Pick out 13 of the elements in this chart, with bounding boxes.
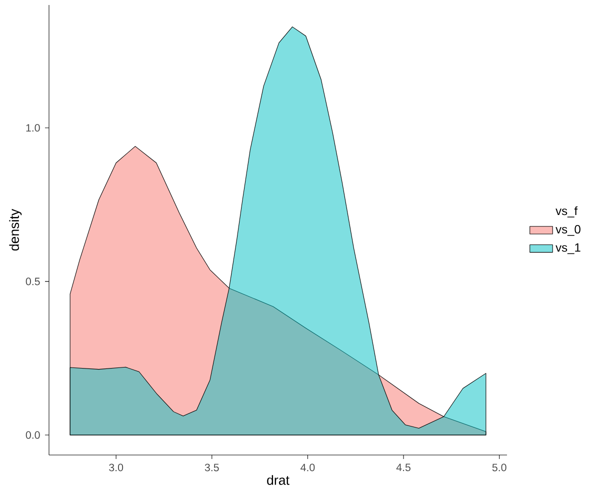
- x-tick-label: 4.0: [300, 464, 315, 472]
- legend-label: vs_1: [556, 243, 580, 254]
- x-axis-title: drat: [267, 475, 290, 485]
- x-tick-label: 4.5: [396, 464, 410, 472]
- x-tick-label: 5.0: [492, 464, 506, 472]
- y-tick-label: 0.0: [26, 431, 40, 439]
- x-tick-label: 3.5: [204, 464, 219, 472]
- y-tick-label: 1.0: [26, 124, 40, 132]
- legend-label: vs_0: [556, 225, 580, 236]
- y-axis-title: density: [9, 208, 22, 251]
- y-tick-label: 0.5: [26, 278, 40, 286]
- x-tick-label: 3.0: [109, 464, 124, 472]
- legend-title: vs_f: [556, 206, 578, 218]
